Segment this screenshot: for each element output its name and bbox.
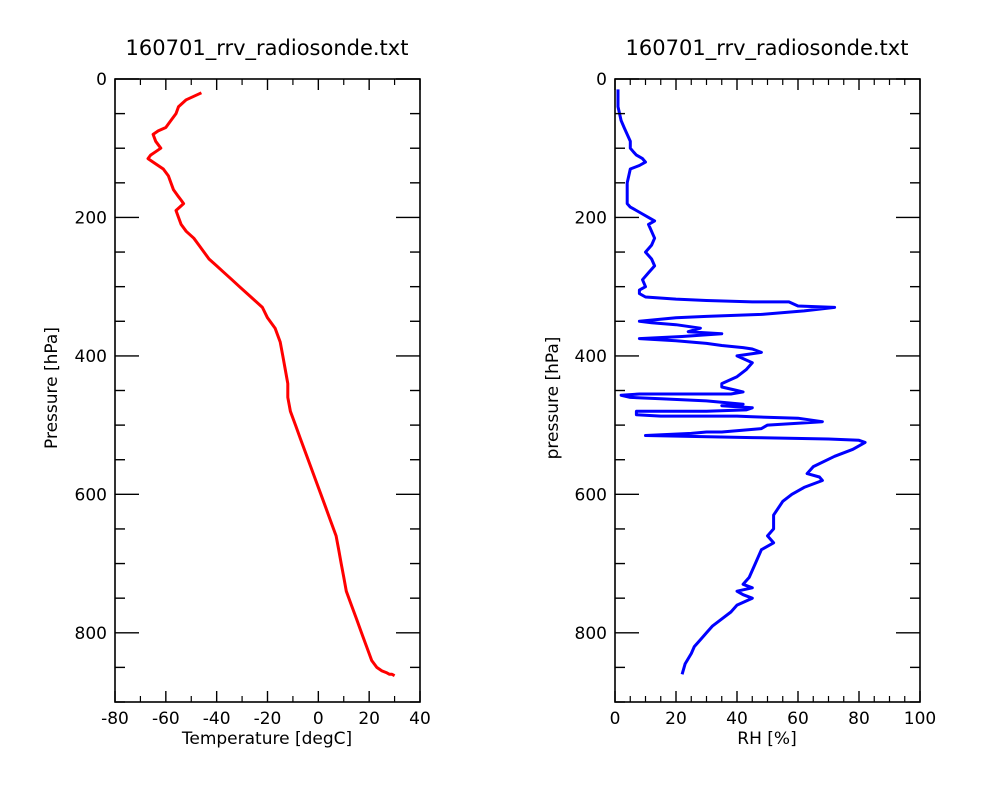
x-tick-label: -20: [254, 709, 282, 729]
y-tick-labels: 0 200 400 600 800: [75, 70, 107, 644]
y-tick-labels: 0 200 400 600 800: [575, 70, 607, 644]
x-tick-label: 100: [904, 709, 936, 729]
x-tick-labels: -80 -60 -40 -20 0 20 40: [101, 709, 431, 729]
x-tick-label: 60: [787, 709, 809, 729]
y-tick-label: 0: [596, 70, 607, 90]
y-tick-label: 800: [575, 624, 607, 644]
series-line-0: [146, 91, 396, 678]
y-tick-label: 400: [75, 347, 107, 367]
temperature-profile: [146, 91, 396, 678]
y-tick-label: 600: [75, 485, 107, 505]
x-axis-label: Temperature [degC]: [181, 729, 352, 749]
chart-title: 160701_rrv_radiosonde.txt: [626, 36, 909, 61]
y-tick-label: 200: [75, 208, 107, 228]
plot-frame: [614, 78, 921, 703]
plot-frame: [114, 78, 421, 703]
chart-title: 160701_rrv_radiosonde.txt: [126, 36, 409, 61]
x-tick-label: 0: [610, 709, 621, 729]
x-tick-label: 40: [726, 709, 748, 729]
x-tick-label: 80: [848, 709, 870, 729]
x-tick-label: -60: [152, 709, 180, 729]
humidity-profile: [616, 89, 867, 675]
x-tick-label: 20: [665, 709, 687, 729]
x-axis-label: RH [%]: [737, 729, 796, 749]
y-tick-label: 600: [575, 485, 607, 505]
humidity-panel: 160701_rrv_radiosonde.txt 0 20 40 60 80 100 0…: [543, 36, 936, 749]
y-axis-label: pressure [hPa]: [543, 337, 563, 460]
temperature-panel: 160701_rrv_radiosonde.txt -80 -60 -40 -20 0 2…: [42, 36, 431, 749]
y-tick-label: 400: [575, 347, 607, 367]
series-line-0: [616, 89, 867, 675]
y-tick-label: 800: [75, 624, 107, 644]
y-tick-label: 200: [575, 208, 607, 228]
x-tick-label: -40: [203, 709, 231, 729]
y-axis-label: Pressure [hPa]: [42, 327, 62, 449]
x-tick-labels: 0 20 40 60 80 100: [610, 709, 937, 729]
x-tick-label: 20: [358, 709, 380, 729]
x-tick-label: 0: [313, 709, 324, 729]
tick-marks: [114, 78, 421, 703]
y-tick-label: 0: [96, 70, 107, 90]
x-tick-label: -80: [101, 709, 129, 729]
x-tick-label: 40: [409, 709, 431, 729]
tick-marks: [614, 78, 921, 703]
